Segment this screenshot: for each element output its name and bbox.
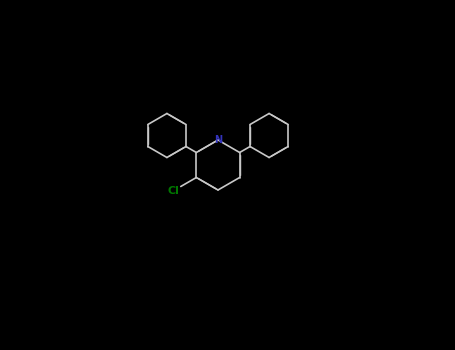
Text: Cl: Cl	[168, 186, 180, 196]
Text: N: N	[214, 135, 222, 145]
